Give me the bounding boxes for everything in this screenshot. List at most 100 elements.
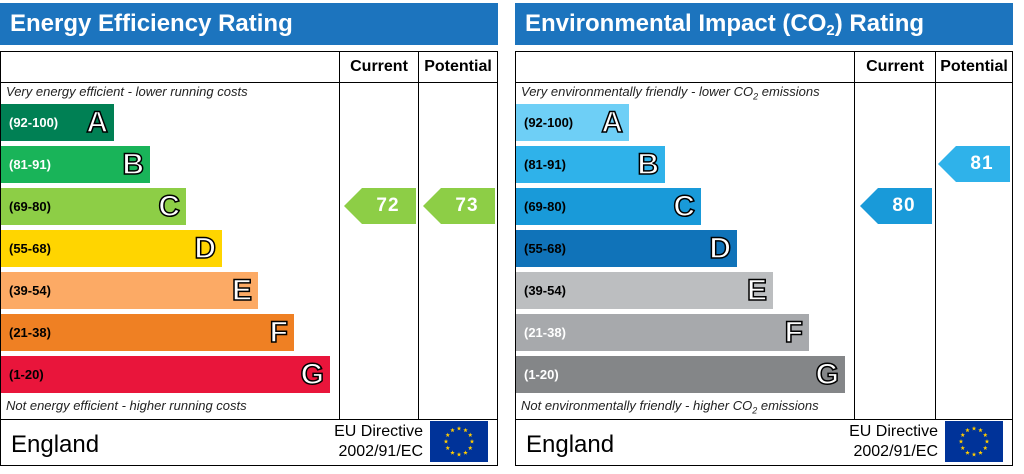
column-divider bbox=[418, 52, 419, 419]
rating-band-b: (81-91) B bbox=[516, 146, 665, 183]
band-range: (81-91) bbox=[524, 157, 566, 172]
band-letter: D bbox=[709, 231, 732, 266]
band-range: (92-100) bbox=[524, 115, 574, 130]
eu-flag-icon bbox=[945, 421, 1003, 462]
current-rating-value: 72 bbox=[376, 195, 400, 216]
flag-star-icon bbox=[443, 439, 449, 444]
header-divider bbox=[1, 82, 497, 83]
potential-rating-value: 81 bbox=[970, 153, 994, 174]
column-header-potential: Potential bbox=[940, 58, 1008, 75]
band-range: (21-38) bbox=[9, 325, 51, 340]
top-note: Very environmentally friendly - lower CO… bbox=[521, 84, 820, 102]
flag-star-icon bbox=[467, 445, 473, 450]
flag-star-icon bbox=[971, 452, 977, 457]
bottom-note: Not environmentally friendly - higher CO… bbox=[521, 398, 819, 416]
footer-divider bbox=[1, 419, 497, 420]
bottom-note: Not energy efficient - higher running co… bbox=[6, 398, 247, 413]
flag-star-icon bbox=[467, 432, 473, 437]
flag-star-icon bbox=[463, 427, 468, 433]
column-divider bbox=[339, 52, 340, 419]
flag-star-icon bbox=[445, 432, 451, 437]
flag-star-icon bbox=[456, 452, 462, 457]
band-letter: C bbox=[673, 189, 696, 224]
flag-star-icon bbox=[958, 439, 964, 444]
directive-line1: EU Directive bbox=[334, 423, 423, 440]
column-header-potential: Potential bbox=[424, 58, 492, 75]
rating-band-a: (92-100) A bbox=[516, 104, 629, 141]
rating-band-d: (55-68) D bbox=[1, 230, 222, 267]
band-letter: E bbox=[746, 273, 768, 308]
band-letter: D bbox=[194, 231, 217, 266]
rating-band-c: (69-80) C bbox=[516, 188, 701, 225]
rating-band-g: (1-20) G bbox=[516, 356, 845, 393]
band-range: (21-38) bbox=[524, 325, 566, 340]
band-range: (81-91) bbox=[9, 157, 51, 172]
band-range: (39-54) bbox=[9, 283, 51, 298]
flag-star-icon bbox=[978, 427, 983, 433]
rating-band-a: (92-100) A bbox=[1, 104, 114, 141]
flag-star-icon bbox=[445, 445, 451, 450]
flag-star-icon bbox=[978, 450, 983, 455]
band-range: (1-20) bbox=[9, 367, 44, 382]
flag-star-icon bbox=[456, 426, 462, 431]
column-divider bbox=[935, 52, 936, 419]
band-letter: B bbox=[637, 147, 660, 182]
current-rating-arrow: 80 bbox=[860, 188, 932, 224]
panel-title: Environmental Impact (CO2) Rating bbox=[515, 3, 1013, 45]
band-range: (55-68) bbox=[9, 241, 51, 256]
column-header-current: Current bbox=[866, 58, 924, 75]
footer-divider bbox=[516, 419, 1012, 420]
eu-flag-icon bbox=[430, 421, 488, 462]
top-note: Very energy efficient - lower running co… bbox=[6, 84, 248, 99]
directive-line1: EU Directive bbox=[849, 423, 938, 440]
flag-star-icon bbox=[984, 439, 990, 444]
flag-star-icon bbox=[450, 450, 455, 455]
rating-table: Current Potential Very energy efficient … bbox=[0, 51, 498, 466]
header-divider bbox=[516, 82, 1012, 83]
rating-band-g: (1-20) G bbox=[1, 356, 330, 393]
band-letter: F bbox=[269, 315, 289, 350]
directive-line2: 2002/91/EC bbox=[338, 443, 423, 460]
flag-star-icon bbox=[469, 439, 475, 444]
rating-band-b: (81-91) B bbox=[1, 146, 150, 183]
flag-star-icon bbox=[982, 445, 988, 450]
band-letter: F bbox=[784, 315, 804, 350]
flag-star-icon bbox=[971, 426, 977, 431]
environmental-impact-panel: Environmental Impact (CO2) Rating Curren… bbox=[515, 3, 1013, 468]
band-letter: B bbox=[122, 147, 145, 182]
flag-star-icon bbox=[960, 445, 966, 450]
arrow-shape bbox=[860, 188, 932, 224]
band-letter: E bbox=[231, 273, 253, 308]
column-divider bbox=[854, 52, 855, 419]
eu-directive: EU Directive 2002/91/EC bbox=[311, 422, 423, 462]
arrow-shape bbox=[938, 146, 1010, 182]
region-label: England bbox=[526, 431, 615, 458]
flag-star-icon bbox=[463, 450, 468, 455]
band-range: (1-20) bbox=[524, 367, 559, 382]
rating-band-e: (39-54) E bbox=[1, 272, 258, 309]
band-range: (39-54) bbox=[524, 283, 566, 298]
flag-star-icon bbox=[965, 450, 970, 455]
band-letter: G bbox=[300, 357, 325, 392]
potential-rating-arrow: 73 bbox=[423, 188, 495, 224]
arrow-shape bbox=[344, 188, 416, 224]
region-label: England bbox=[11, 431, 100, 458]
band-range: (69-80) bbox=[9, 199, 51, 214]
flag-star-icon bbox=[960, 432, 966, 437]
flag-star-icon bbox=[450, 427, 455, 433]
arrow-shape bbox=[423, 188, 495, 224]
energy-efficiency-panel: Energy Efficiency Rating Current Potenti… bbox=[0, 3, 498, 468]
rating-band-f: (21-38) F bbox=[516, 314, 809, 351]
band-letter: G bbox=[815, 357, 840, 392]
column-header-current: Current bbox=[350, 58, 408, 75]
rating-table: Current Potential Very environmentally f… bbox=[515, 51, 1013, 466]
flag-star-icon bbox=[982, 432, 988, 437]
rating-band-c: (69-80) C bbox=[1, 188, 186, 225]
band-range: (69-80) bbox=[524, 199, 566, 214]
potential-rating-value: 73 bbox=[455, 195, 479, 216]
current-rating-arrow: 72 bbox=[344, 188, 416, 224]
band-range: (92-100) bbox=[9, 115, 59, 130]
directive-line2: 2002/91/EC bbox=[853, 443, 938, 460]
flag-star-icon bbox=[965, 427, 970, 433]
band-range: (55-68) bbox=[524, 241, 566, 256]
